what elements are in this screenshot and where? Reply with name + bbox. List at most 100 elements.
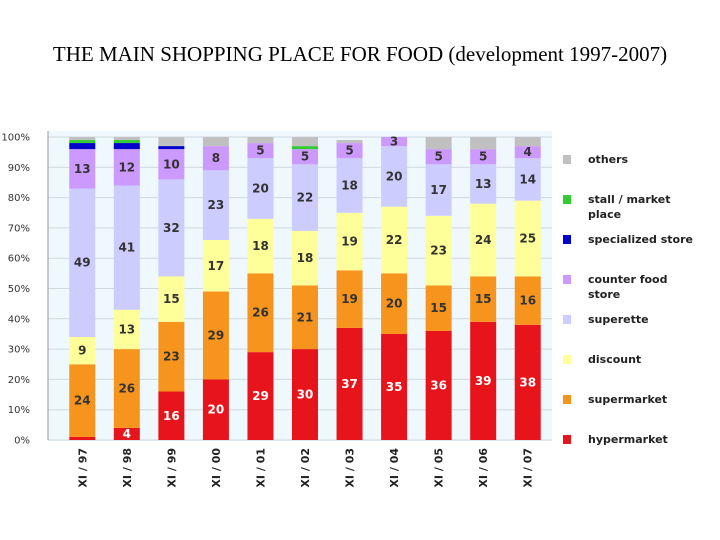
bar-segment-supermarket (158, 321, 185, 392)
legend-label: counter food (588, 273, 668, 286)
y-tick-label: 40% (8, 314, 30, 325)
x-tick-label: XI / 98 (121, 448, 134, 488)
y-tick-label: 80% (8, 193, 30, 204)
legend-swatch (563, 155, 571, 164)
data-label: 26 (252, 306, 269, 320)
data-label: 37 (341, 377, 358, 391)
bar-segment-others (113, 137, 140, 141)
data-label: 19 (341, 235, 358, 249)
x-axis-ticks: XI / 97 XI / 98 XI / 99 XI / 00 XI / 01 XI / … (76, 448, 534, 488)
data-label: 16 (163, 409, 180, 423)
data-label: 15 (430, 301, 447, 315)
legend-swatch (563, 275, 571, 284)
bar-segment-superette (158, 179, 185, 277)
data-label: 25 (519, 232, 536, 246)
legend-label: supermarket (588, 393, 667, 406)
x-tick-label: XI / 06 (477, 448, 490, 488)
data-label: 13 (118, 322, 135, 336)
bar-segment-others (292, 137, 318, 147)
data-label: 29 (208, 328, 225, 342)
bar-segment-supermarket (470, 276, 497, 322)
legend-label: store (588, 288, 620, 301)
bar-segment-hypermarket (292, 349, 318, 440)
legend-swatch (563, 435, 571, 444)
y-tick-label: 0% (14, 436, 30, 447)
bar-segment-superette (113, 185, 140, 310)
x-tick-label: XI / 05 (433, 448, 446, 488)
legend-label: hypermarket (588, 433, 668, 446)
bar-segment-superette (336, 158, 363, 213)
bar-segment-discount (381, 206, 408, 274)
data-label: 15 (163, 292, 180, 306)
y-tick-label: 90% (8, 163, 30, 174)
data-label: 5 (301, 150, 309, 164)
bar-segment-supermarket (336, 270, 363, 328)
x-tick-label: XI / 03 (344, 448, 357, 488)
y-tick-label: 10% (8, 405, 30, 416)
bar-segment-supermarket (247, 273, 274, 353)
data-label: 21 (297, 310, 314, 324)
bar-segment-discount (69, 336, 96, 365)
data-label: 23 (208, 198, 225, 212)
data-label: 15 (475, 292, 492, 306)
legend-label: stall / market (588, 193, 671, 206)
bar-segment-others (514, 137, 541, 147)
data-label: 38 (519, 375, 536, 389)
data-label: 10 (163, 157, 180, 171)
data-label: 20 (386, 169, 403, 183)
bar-segment-counter-food-store (336, 143, 363, 159)
bar-segment-discount (336, 212, 363, 271)
bar-segment-others (158, 137, 185, 147)
data-label: 17 (208, 259, 225, 273)
data-label: 17 (430, 183, 447, 197)
y-tick-label: 30% (8, 345, 30, 356)
legend-swatch (563, 355, 571, 364)
y-axis-ticks: 0% 10% 20% 30% 40% 50% 60% 70% 80% 90% 100% (1, 133, 30, 447)
data-label: 29 (252, 389, 269, 403)
bar-segment-superette (202, 170, 229, 241)
data-label: 4 (524, 145, 532, 159)
bar-segment-others (336, 140, 363, 144)
bar-segment-supermarket (202, 291, 229, 380)
bar-segment-counter-food-store (292, 149, 318, 165)
bar-segment-superette (381, 146, 408, 207)
bar-segment-counter-food-store (425, 149, 452, 165)
bar-segment-supermarket (425, 285, 452, 331)
data-label: 18 (252, 239, 269, 253)
bar-segment-others (247, 137, 274, 144)
bar-segment-superette (425, 164, 452, 216)
data-label: 18 (341, 178, 358, 192)
bars: 24 9 49 13 4 26 13 41 12 16 23 15 32 10 20 29 17 23 8 29 26 1… (69, 135, 541, 441)
data-label: 4 (123, 427, 131, 441)
data-label: 5 (479, 150, 487, 164)
legend-swatch (563, 395, 571, 404)
legend-swatch (563, 235, 571, 244)
bar-segment-superette (247, 158, 274, 219)
bar-segment-others (425, 137, 452, 150)
data-label: 30 (297, 388, 314, 402)
bar-segment-hypermarket (514, 324, 541, 440)
bar-segment-hypermarket (247, 352, 274, 440)
bar-segment-hypermarket (381, 333, 408, 440)
bar-segment-supermarket (113, 349, 140, 428)
bar-segment-hypermarket (336, 327, 363, 440)
legend-label: place (588, 208, 621, 221)
bar-segment-discount (202, 240, 229, 292)
bar-segment-hypermarket (113, 427, 140, 440)
bar-segment-counter-food-store (158, 149, 185, 180)
data-label: 16 (519, 294, 536, 308)
data-label: 26 (118, 381, 135, 395)
bar-segment-superette (470, 164, 497, 204)
x-tick-label: XI / 04 (388, 448, 401, 488)
data-label: 24 (475, 233, 492, 247)
legend: others stall / market place specialized sto… (563, 153, 693, 446)
bar-segment-counter-food-store (113, 149, 140, 186)
data-label: 8 (212, 151, 220, 165)
bar-segment-discount (113, 309, 140, 350)
data-label: 22 (386, 233, 403, 247)
data-label: 13 (74, 162, 91, 176)
y-tick-label: 60% (8, 254, 30, 265)
data-label: 20 (208, 403, 225, 417)
data-label: 14 (519, 172, 536, 186)
bar-segment-specialized-store (158, 146, 185, 150)
